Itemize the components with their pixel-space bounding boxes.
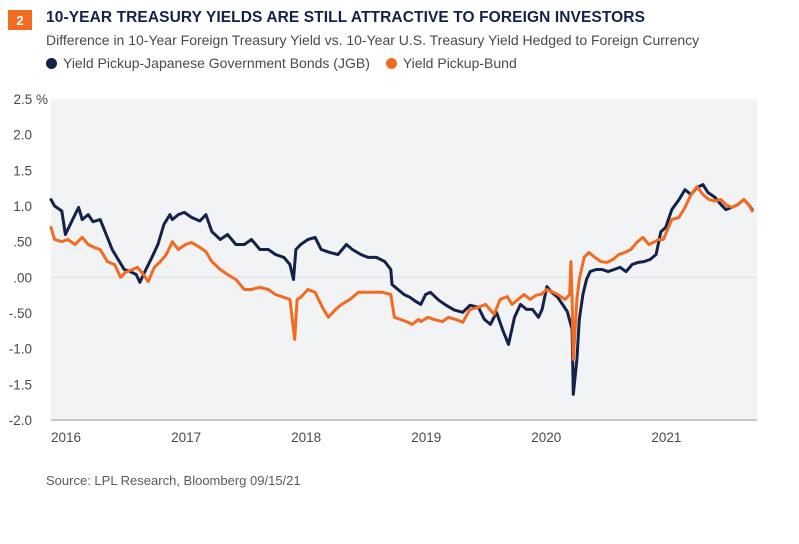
x-tick-label: 2020 — [531, 430, 561, 445]
y-tick-label: 1.5 — [13, 163, 32, 178]
y-tick-label: 2.0 — [13, 128, 32, 143]
x-tick-label: 2021 — [651, 430, 681, 445]
x-axis-tick-labels: 2016 2017 2018 2019 2020 2021 — [51, 430, 681, 445]
legend-marker-bund — [385, 57, 397, 69]
legend-label-bund: Yield Pickup-Bund — [402, 55, 517, 71]
x-tick-label: 2017 — [171, 430, 201, 445]
figure-number-badge: 2 — [8, 10, 32, 30]
y-axis-tick-labels: 2.5 % 2.0 1.5 1.0 .50 .00 -.50 -1.0 -1.5 -2.0 — [9, 92, 48, 428]
chart-title: 10-YEAR TREASURY YIELDS ARE STILL ATTRAC… — [46, 9, 646, 26]
y-tick-label: -1.0 — [9, 342, 32, 357]
y-tick-label: 1.0 — [13, 199, 32, 214]
y-tick-label: -2.0 — [9, 413, 32, 428]
chart-subtitle: Difference in 10-Year Foreign Treasury Y… — [46, 32, 700, 48]
y-tick-label: 2.5 % — [13, 92, 48, 107]
series-line-jgb — [49, 183, 754, 396]
source-note: Source: LPL Research, Bloomberg 09/15/21 — [46, 473, 301, 488]
y-tick-label: -.50 — [9, 306, 32, 321]
x-tick-label: 2019 — [411, 430, 441, 445]
legend-marker-jgb — [46, 57, 57, 69]
y-tick-label: .00 — [13, 270, 32, 285]
series-layer — [49, 183, 754, 396]
y-tick-label: -1.5 — [9, 377, 32, 392]
x-tick-label: 2018 — [291, 430, 321, 445]
y-tick-label: .50 — [13, 235, 32, 250]
legend-item-jgb: Yield Pickup-Japanese Government Bonds (… — [46, 55, 370, 71]
series-line-bund — [49, 185, 754, 361]
legend-item-bund: Yield Pickup-Bund — [385, 55, 517, 71]
plot-area — [51, 99, 757, 420]
legend-label-jgb: Yield Pickup-Japanese Government Bonds (… — [63, 55, 370, 71]
legend: Yield Pickup-Japanese Government Bonds (… — [46, 55, 517, 71]
x-tick-label: 2016 — [51, 430, 81, 445]
